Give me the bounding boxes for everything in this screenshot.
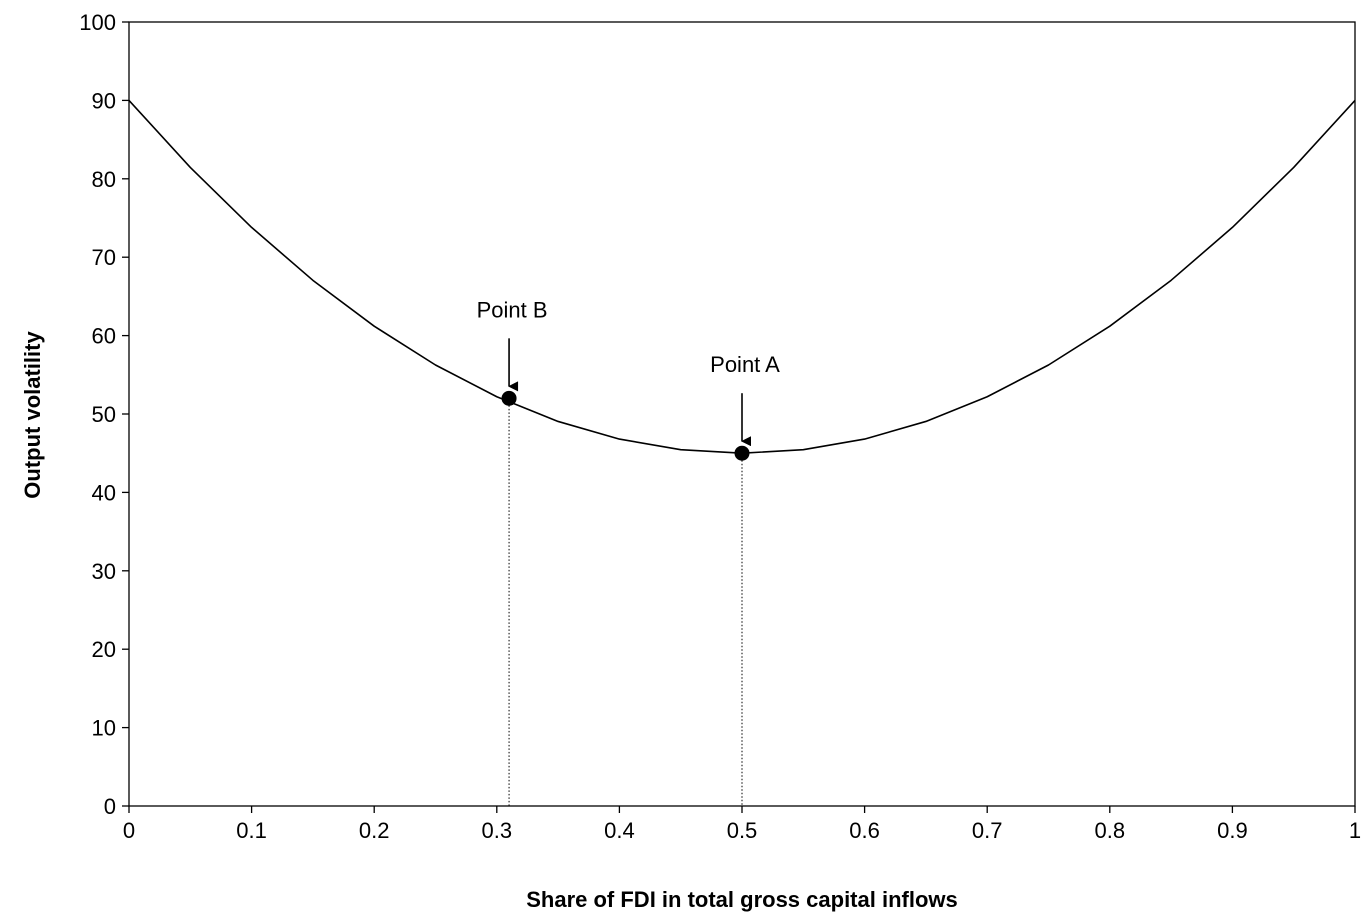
y-tick-label: 0	[104, 794, 116, 819]
x-tick-label: 0.6	[849, 818, 880, 843]
x-tick-label: 0.1	[236, 818, 267, 843]
x-tick-label: 0.2	[359, 818, 390, 843]
x-tick-label: 0	[123, 818, 135, 843]
x-tick-label: 0.5	[727, 818, 758, 843]
x-tick-label: 0.9	[1217, 818, 1248, 843]
data-point	[734, 445, 750, 461]
annotation-layer: Point A Point B	[477, 297, 780, 806]
y-tick-label: 60	[92, 324, 116, 349]
y-tick-label: 50	[92, 402, 116, 427]
x-tick-label: 0.8	[1095, 818, 1126, 843]
annotation-label: Point B	[477, 297, 548, 322]
data-point	[501, 390, 517, 406]
y-tick-label: 30	[92, 559, 116, 584]
y-tick-label: 20	[92, 637, 116, 662]
x-tick-label: 0.4	[604, 818, 635, 843]
x-axis-ticks: 0 0.1 0.2 0.3 0.4 0.5 0.6 0.7 0.8 0.9 1	[123, 806, 1361, 843]
y-tick-label: 70	[92, 245, 116, 270]
y-tick-label: 10	[92, 716, 116, 741]
y-tick-label: 80	[92, 167, 116, 192]
y-axis-ticks: 0 10 20 30 40 50 60 70 80 90 100	[79, 10, 129, 819]
x-tick-label: 0.3	[482, 818, 513, 843]
annotation-label: Point A	[710, 352, 780, 377]
y-tick-label: 40	[92, 480, 116, 505]
y-axis-title: Output volatility	[20, 331, 45, 499]
x-axis-title: Share of FDI in total gross capital infl…	[526, 887, 958, 912]
y-tick-label: 90	[92, 88, 116, 113]
x-tick-label: 1	[1349, 818, 1361, 843]
x-tick-label: 0.7	[972, 818, 1003, 843]
y-tick-label: 100	[79, 10, 116, 35]
